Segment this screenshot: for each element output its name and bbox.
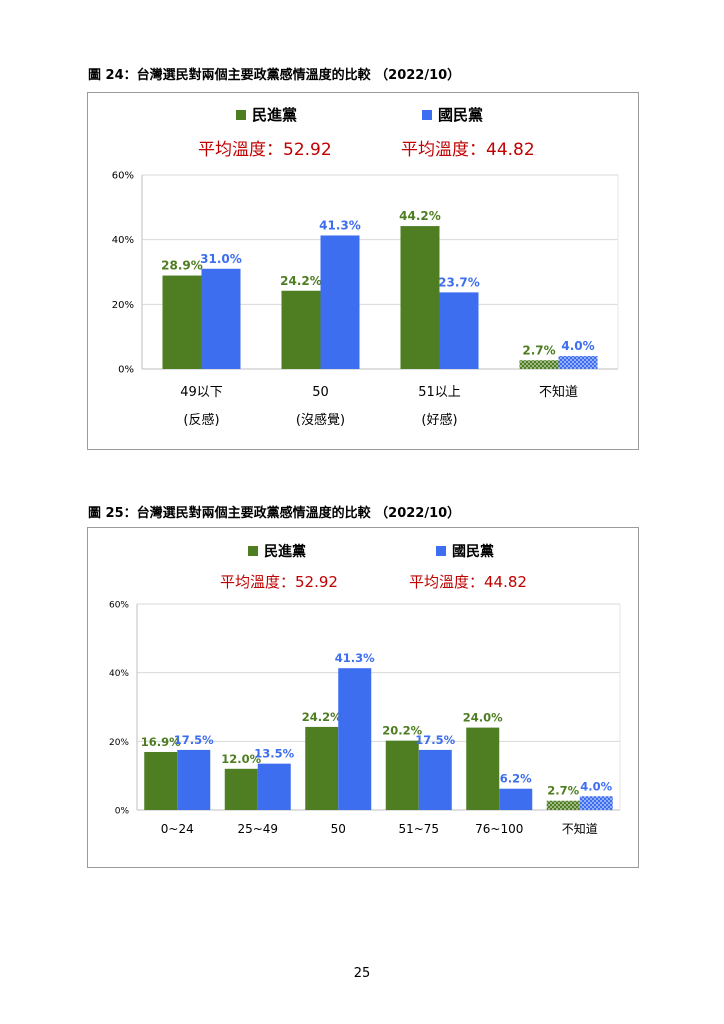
data-label-kmt-1: 41.3% [319,218,361,232]
x-category-label: 50 [331,822,346,836]
x-category-label: 25~49 [237,822,278,836]
x-category-sublabel: (反感) [183,412,219,428]
average-kmt: 平均溫度：44.82 [409,573,527,591]
data-label-kmt-3: 4.0% [561,339,594,353]
figure-24-caption: 圖 24：台灣選民對兩個主要政黨感情溫度的比較 （2022/10） [88,68,461,83]
x-category-sublabel: (沒感覺) [296,412,345,428]
figure-24-chart-frame: 民進黨 國民黨平均溫度：52.92 平均溫度：44.82 0% 20% 40% 60% 28.… [87,92,639,450]
bar-kmt-5 [579,796,613,810]
data-label-dpp-1: 24.2% [280,274,322,288]
data-label-dpp-1: 12.0% [221,752,261,766]
bar-kmt-3 [418,749,452,810]
y-tick-label: 60% [112,171,134,182]
average-dpp: 平均溫度：52.92 [220,573,338,591]
data-label-kmt-2: 41.3% [335,651,375,665]
data-label-dpp-3: 20.2% [382,724,422,738]
data-label-dpp-3: 2.7% [522,343,555,357]
bar-dpp-5 [546,800,580,810]
x-category-label: 不知道 [539,384,578,400]
figure-25-caption: 圖 25：台灣選民對兩個主要政黨感情溫度的比較 （2022/10） [88,506,461,521]
data-label-kmt-5: 4.0% [580,779,612,793]
legend-kmt-swatch [422,110,432,120]
legend-dpp-swatch [236,110,246,120]
data-label-kmt-4: 6.2% [500,772,532,786]
bar-dpp-3 [519,360,559,369]
y-tick-label: 0% [115,807,130,817]
y-tick-label: 20% [112,300,134,311]
legend-kmt-label: 國民黨 [452,543,494,560]
data-label-dpp-5: 2.7% [547,784,579,798]
y-tick-label: 0% [118,365,134,376]
y-tick-label: 20% [109,738,129,748]
bar-kmt-3 [558,356,598,369]
y-tick-label: 60% [109,601,129,611]
bar-dpp-2 [305,726,339,810]
bar-dpp-2 [400,226,440,369]
page-number: 25 [353,966,371,981]
average-dpp: 平均溫度：52.92 [198,140,332,160]
legend-dpp-label: 民進黨 [264,543,306,560]
x-category-label: 49以下 [180,385,223,400]
bar-kmt-2 [338,668,372,810]
bar-dpp-1 [224,768,258,810]
data-label-dpp-0: 16.9% [141,735,181,749]
data-label-kmt-2: 23.7% [438,275,480,289]
bar-kmt-1 [257,763,291,810]
x-category-label: 76~100 [475,822,523,836]
data-label-dpp-0: 28.9% [161,259,203,273]
data-label-dpp-2: 44.2% [399,209,441,223]
bar-kmt-4 [499,788,533,810]
y-tick-label: 40% [112,235,134,246]
legend-dpp-label: 民進黨 [252,106,297,124]
y-tick-label: 40% [109,669,129,679]
x-category-label: 不知道 [562,822,598,836]
average-kmt: 平均溫度：44.82 [401,140,535,160]
x-category-sublabel: (好感) [421,412,457,428]
bar-kmt-1 [320,235,360,369]
data-label-kmt-3: 17.5% [415,733,455,747]
bar-kmt-2 [439,292,479,369]
data-label-kmt-1: 13.5% [254,747,294,761]
bar-dpp-1 [281,290,321,369]
data-label-dpp-2: 24.2% [302,710,342,724]
data-label-dpp-4: 24.0% [463,711,503,725]
bar-dpp-0 [144,751,178,810]
legend-dpp-swatch [248,546,258,556]
bar-dpp-3 [385,740,419,810]
bar-kmt-0 [201,268,241,369]
x-category-label: 51以上 [418,385,461,400]
bar-dpp-0 [162,275,202,369]
bar-dpp-4 [466,727,500,810]
figure-25-chart-frame: 民進黨 國民黨平均溫度：52.92 平均溫度：44.82 0% 20% 40% 60% 16.… [87,527,639,868]
data-label-kmt-0: 17.5% [174,733,214,747]
legend-kmt-label: 國民黨 [438,106,483,124]
x-category-label: 50 [312,385,329,400]
data-label-kmt-0: 31.0% [200,252,242,266]
x-category-label: 51~75 [398,822,439,836]
bar-kmt-0 [177,749,211,810]
x-category-label: 0~24 [161,822,194,836]
legend-kmt-swatch [436,546,446,556]
